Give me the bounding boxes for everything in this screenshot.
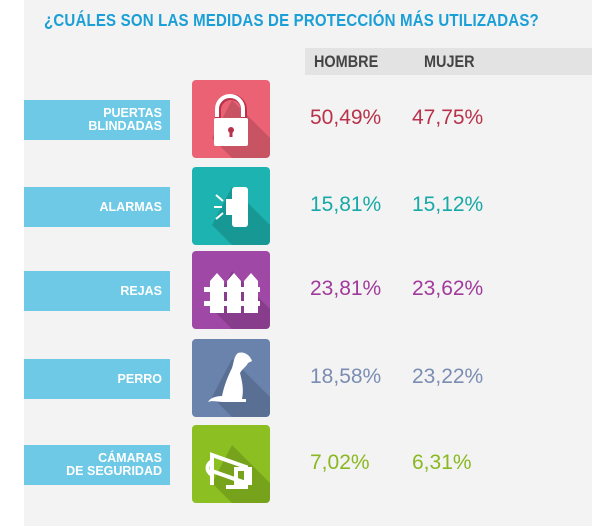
row-label: CÁMARAS DE SEGURIDAD [24, 445, 170, 485]
row-label: REJAS [24, 271, 170, 311]
value-hombre: 18,58% [310, 365, 382, 388]
camera-icon [192, 425, 270, 503]
value-hombre: 50,49% [310, 106, 382, 129]
value-mujer: 47,75% [412, 106, 484, 129]
infographic-panel [24, 0, 592, 526]
dog-icon [192, 339, 270, 417]
row-label: ALARMAS [24, 187, 170, 227]
fence-icon [192, 251, 270, 329]
column-header-mujer: MUJER [424, 52, 475, 71]
row-label: PERRO [24, 359, 170, 399]
table-row: REJAS 23,81% 23,62% [0, 251, 616, 331]
alarm-icon [192, 167, 270, 245]
page-title: ¿CUÁLES SON LAS MEDIDAS DE PROTECCIÓN MÁ… [44, 10, 539, 30]
table-row: CÁMARAS DE SEGURIDAD 7,02% 6,31% [0, 425, 616, 505]
column-header-bar [305, 48, 592, 75]
value-hombre: 23,81% [310, 277, 382, 300]
table-row: ALARMAS 15,81% 15,12% [0, 167, 616, 247]
value-mujer: 23,62% [412, 277, 484, 300]
column-header-hombre: HOMBRE [314, 52, 379, 71]
value-mujer: 15,12% [412, 193, 484, 216]
row-label: PUERTAS BLINDADAS [24, 100, 170, 140]
padlock-icon [192, 80, 270, 158]
value-mujer: 23,22% [412, 365, 484, 388]
value-mujer: 6,31% [412, 451, 472, 474]
value-hombre: 7,02% [310, 451, 370, 474]
table-row: PUERTAS BLINDADAS 50,49% 47,75% [0, 80, 616, 160]
table-row: PERRO 18,58% 23,22% [0, 339, 616, 419]
value-hombre: 15,81% [310, 193, 382, 216]
